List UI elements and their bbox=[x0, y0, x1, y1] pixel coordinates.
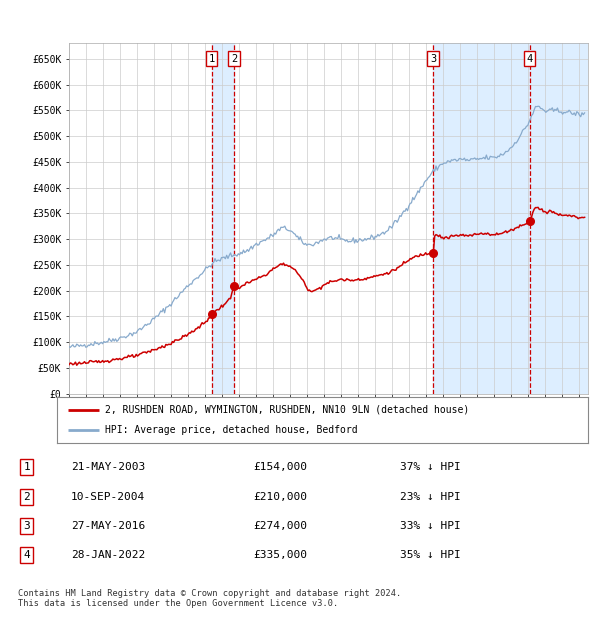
Bar bbox=[433, 43, 530, 394]
Text: 3: 3 bbox=[430, 54, 436, 64]
Text: 2: 2 bbox=[23, 492, 30, 502]
Text: 23% ↓ HPI: 23% ↓ HPI bbox=[400, 492, 461, 502]
Text: 3: 3 bbox=[23, 521, 30, 531]
Text: HPI: Average price, detached house, Bedford: HPI: Average price, detached house, Bedf… bbox=[105, 425, 358, 435]
Text: 35% ↓ HPI: 35% ↓ HPI bbox=[400, 551, 461, 560]
Text: Contains HM Land Registry data © Crown copyright and database right 2024.
This d: Contains HM Land Registry data © Crown c… bbox=[18, 589, 401, 608]
Text: £210,000: £210,000 bbox=[253, 492, 307, 502]
Text: 2, RUSHDEN ROAD, WYMINGTON, RUSHDEN, NN10 9LN (detached house): 2, RUSHDEN ROAD, WYMINGTON, RUSHDEN, NN1… bbox=[105, 405, 469, 415]
Text: 21-MAY-2003: 21-MAY-2003 bbox=[71, 463, 145, 472]
Text: 33% ↓ HPI: 33% ↓ HPI bbox=[400, 521, 461, 531]
Text: 4: 4 bbox=[527, 54, 533, 64]
Text: £154,000: £154,000 bbox=[253, 463, 307, 472]
Text: 1: 1 bbox=[23, 463, 30, 472]
Text: £274,000: £274,000 bbox=[253, 521, 307, 531]
Text: 27-MAY-2016: 27-MAY-2016 bbox=[71, 521, 145, 531]
Text: 2: 2 bbox=[231, 54, 237, 64]
Bar bbox=[212, 43, 234, 394]
Text: 10-SEP-2004: 10-SEP-2004 bbox=[71, 492, 145, 502]
Text: 1: 1 bbox=[209, 54, 215, 64]
Text: 4: 4 bbox=[23, 551, 30, 560]
Text: 37% ↓ HPI: 37% ↓ HPI bbox=[400, 463, 461, 472]
Text: £335,000: £335,000 bbox=[253, 551, 307, 560]
Bar bbox=[530, 43, 588, 394]
Text: 28-JAN-2022: 28-JAN-2022 bbox=[71, 551, 145, 560]
